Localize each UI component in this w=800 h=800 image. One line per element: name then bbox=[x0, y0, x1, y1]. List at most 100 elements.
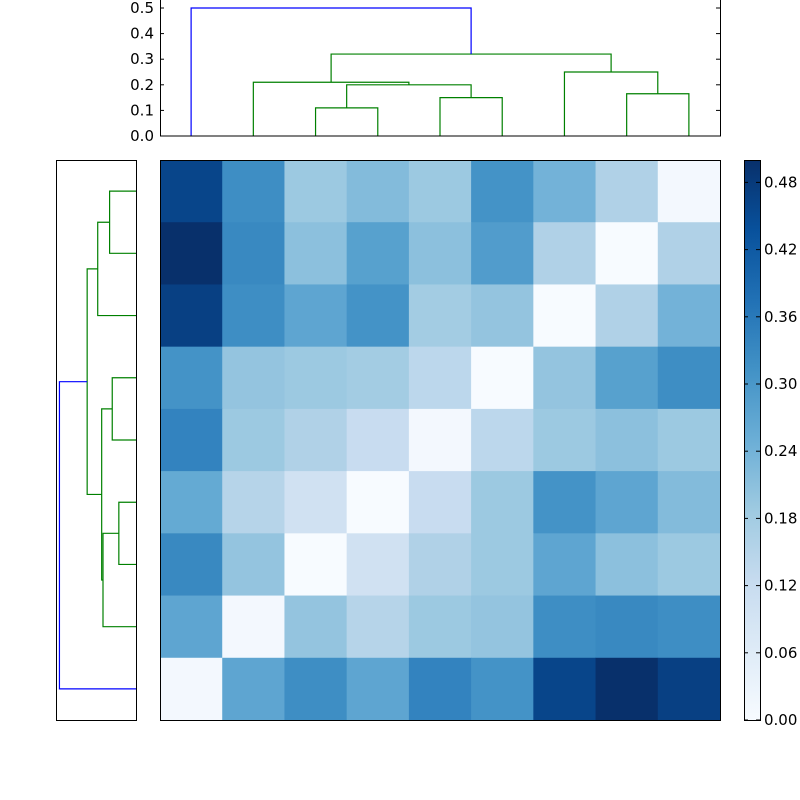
top-dendrogram-tick-label: 0.3 bbox=[130, 50, 154, 68]
heatmap-cell bbox=[222, 346, 285, 410]
left-dendrogram-link bbox=[58, 381, 136, 690]
heatmap-cell bbox=[657, 222, 721, 285]
heatmap-cell bbox=[471, 595, 534, 659]
heatmap-cell bbox=[346, 471, 410, 534]
top-dendrogram-frame bbox=[160, 0, 721, 137]
heatmap-cell bbox=[160, 657, 223, 721]
heatmap-cell bbox=[222, 222, 285, 285]
heatmap-cell bbox=[595, 657, 659, 721]
heatmap-cell bbox=[346, 160, 410, 223]
heatmap-cell bbox=[657, 346, 721, 410]
colorbar-tick-label: 0.18 bbox=[764, 509, 797, 527]
top-dendrogram-link bbox=[330, 53, 612, 83]
heatmap-cell bbox=[160, 222, 223, 285]
top-dendrogram-tick-label: 0.1 bbox=[130, 101, 154, 119]
heatmap-cell bbox=[408, 222, 472, 285]
heatmap-cell bbox=[595, 160, 659, 223]
heatmap-cell bbox=[595, 533, 659, 597]
heatmap-cell bbox=[533, 533, 597, 597]
heatmap-cell bbox=[160, 471, 223, 534]
colorbar-gradient bbox=[744, 160, 760, 720]
heatmap-cell bbox=[533, 346, 597, 410]
heatmap-cell bbox=[471, 533, 534, 597]
heatmap-cell bbox=[471, 408, 534, 472]
heatmap-cell bbox=[346, 222, 410, 285]
top-dendrogram-link bbox=[563, 71, 659, 136]
heatmap-cell bbox=[222, 408, 285, 472]
colorbar-frame bbox=[744, 160, 761, 721]
heatmap bbox=[160, 160, 721, 721]
heatmap-cell bbox=[408, 657, 472, 721]
heatmap-cell bbox=[657, 284, 721, 348]
heatmap-cell bbox=[595, 222, 659, 285]
heatmap-cell bbox=[657, 657, 721, 721]
heatmap-cell bbox=[160, 408, 223, 472]
colorbar-tick-label: 0.48 bbox=[764, 173, 797, 191]
heatmap-cell bbox=[160, 533, 223, 597]
heatmap-cell bbox=[222, 657, 285, 721]
left-dendrogram-link bbox=[108, 190, 136, 254]
heatmap-cell bbox=[346, 533, 410, 597]
top-dendrogram-link bbox=[314, 107, 379, 136]
heatmap-cell bbox=[471, 657, 534, 721]
heatmap-cell bbox=[284, 595, 348, 659]
colorbar-tick-label: 0.00 bbox=[764, 711, 797, 729]
heatmap-cell bbox=[284, 408, 348, 472]
heatmap-cell bbox=[408, 160, 472, 223]
heatmap-cell bbox=[595, 471, 659, 534]
heatmap-cell bbox=[284, 346, 348, 410]
heatmap-cell bbox=[346, 284, 410, 348]
top-dendrogram-link bbox=[190, 7, 472, 136]
heatmap-cell bbox=[471, 222, 534, 285]
heatmap-cell bbox=[595, 408, 659, 472]
left-dendrogram-frame bbox=[56, 160, 137, 721]
heatmap-cell bbox=[533, 471, 597, 534]
heatmap-frame bbox=[160, 160, 721, 721]
heatmap-cell bbox=[657, 471, 721, 534]
top-dendrogram-link bbox=[252, 81, 410, 136]
left-dendrogram bbox=[56, 160, 137, 721]
heatmap-cell bbox=[346, 408, 410, 472]
top-dendrogram-tick-label: 0.2 bbox=[130, 76, 154, 94]
heatmap-cell bbox=[408, 284, 472, 348]
heatmap-cell bbox=[222, 533, 285, 597]
colorbar-tick-label: 0.06 bbox=[764, 644, 797, 662]
heatmap-cell bbox=[346, 595, 410, 659]
heatmap-cell bbox=[284, 160, 348, 223]
heatmap-cell bbox=[533, 160, 597, 223]
heatmap-cell bbox=[408, 595, 472, 659]
heatmap-cell bbox=[222, 471, 285, 534]
heatmap-cell bbox=[533, 657, 597, 721]
heatmap-cell bbox=[533, 595, 597, 659]
heatmap-cell bbox=[346, 657, 410, 721]
heatmap-cell bbox=[284, 222, 348, 285]
heatmap-cell bbox=[657, 408, 721, 472]
heatmap-cell bbox=[160, 160, 223, 223]
heatmap-cell bbox=[284, 657, 348, 721]
heatmap-cell bbox=[533, 222, 597, 285]
heatmap-cell bbox=[471, 284, 534, 348]
heatmap-cell bbox=[160, 284, 223, 348]
heatmap-cell bbox=[471, 346, 534, 410]
colorbar-tick-label: 0.24 bbox=[764, 442, 797, 460]
heatmap-cell bbox=[408, 346, 472, 410]
colorbar-tick-label: 0.42 bbox=[764, 241, 797, 259]
top-dendrogram-tick-label: 0.5 bbox=[130, 0, 154, 17]
heatmap-cell bbox=[222, 160, 285, 223]
top-dendrogram-tick-label: 0.4 bbox=[130, 25, 154, 43]
heatmap-cell bbox=[595, 346, 659, 410]
heatmap-cell bbox=[284, 533, 348, 597]
heatmap-cell bbox=[222, 284, 285, 348]
heatmap-cell bbox=[657, 595, 721, 659]
left-dendrogram-link bbox=[86, 268, 102, 496]
left-dendrogram-link bbox=[118, 501, 136, 566]
colorbar-tick-label: 0.30 bbox=[764, 375, 797, 393]
left-dendrogram-link bbox=[102, 532, 136, 628]
heatmap-cell bbox=[408, 533, 472, 597]
heatmap-cell bbox=[595, 595, 659, 659]
heatmap-cell bbox=[533, 284, 597, 348]
heatmap-cell bbox=[533, 408, 597, 472]
colorbar: 0.00 0.06 0.12 0.18 0.24 0.30 0.36 0.42 0.48 bbox=[744, 160, 797, 729]
heatmap-cell bbox=[160, 595, 223, 659]
